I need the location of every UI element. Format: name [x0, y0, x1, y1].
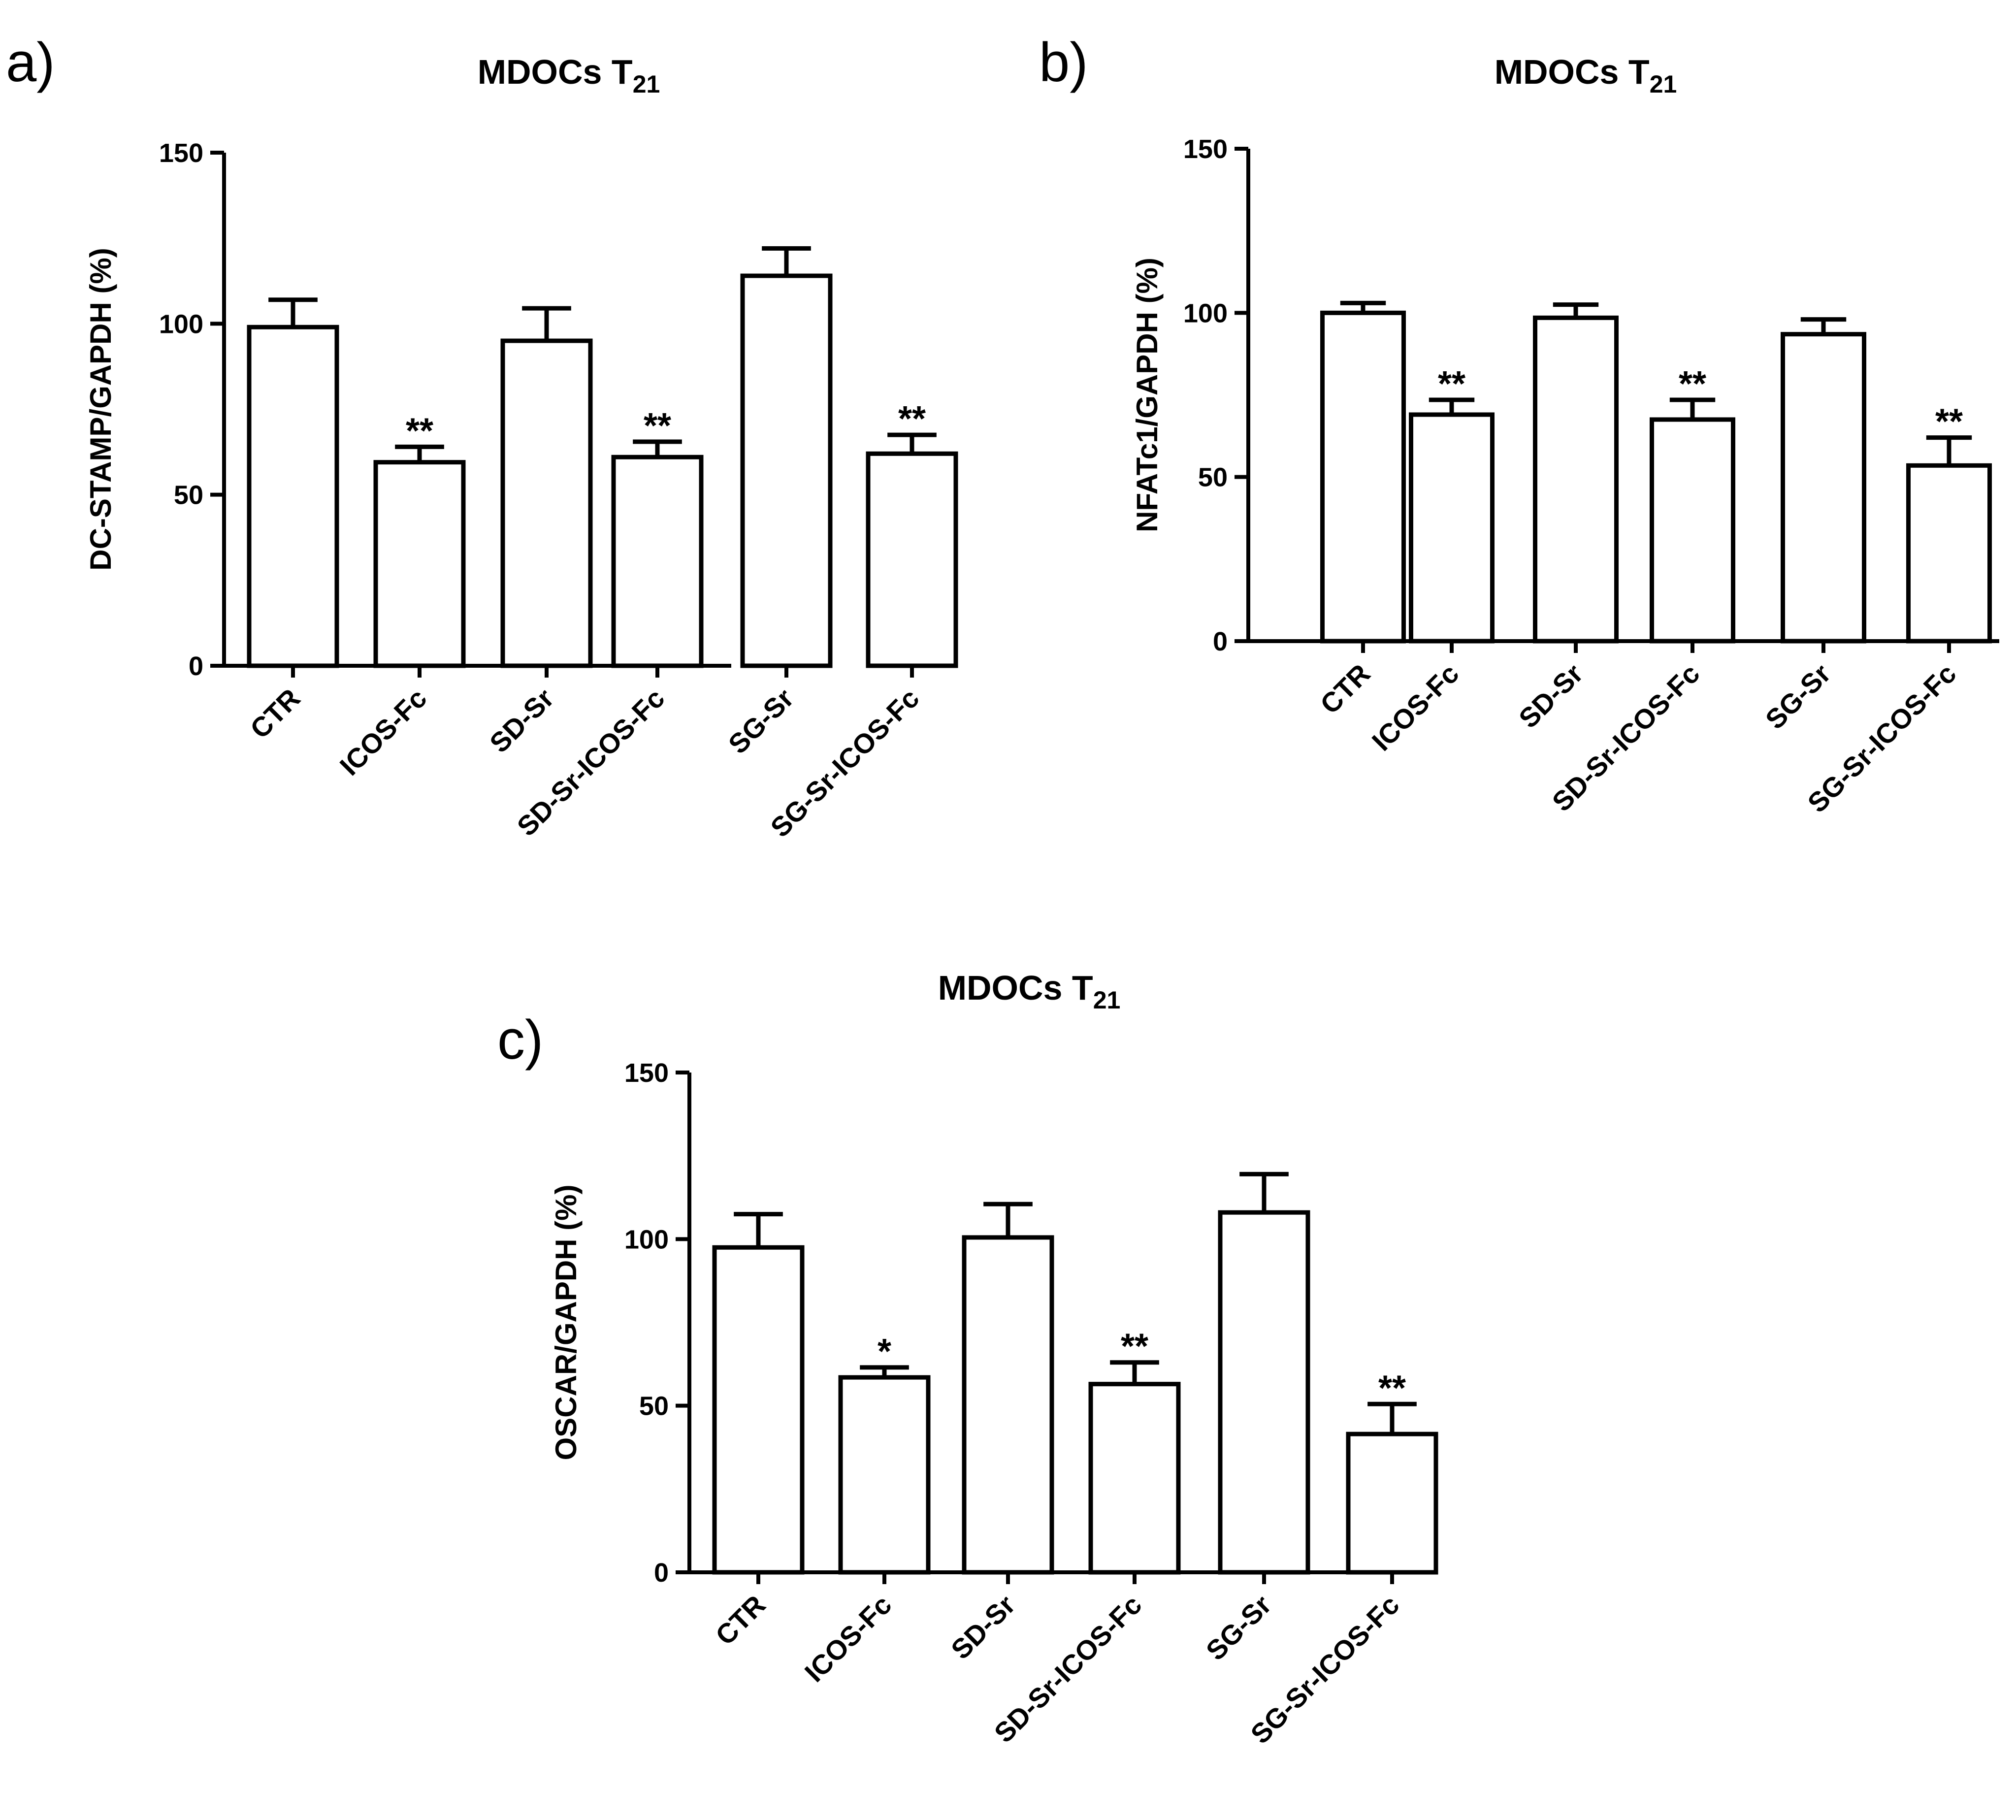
bar	[373, 460, 466, 668]
bar	[1218, 1210, 1310, 1575]
significance-marker: **	[898, 399, 926, 439]
y-tick-label: 150	[624, 1058, 669, 1088]
bar	[962, 1235, 1054, 1575]
category-label: ICOS-Fc	[334, 682, 433, 781]
category-label: ICOS-Fc	[1366, 658, 1465, 757]
category-label: CTR	[1314, 658, 1376, 720]
significance-marker: **	[406, 411, 433, 451]
bar	[838, 1375, 931, 1575]
category-label: CTR	[244, 682, 306, 745]
y-axis-label: NFATc1/GAPDH (%)	[1131, 258, 1164, 532]
bar	[247, 325, 339, 668]
significance-marker: **	[1679, 364, 1706, 404]
bar	[1533, 315, 1619, 644]
category-label: SD-Sr	[484, 682, 560, 759]
significance-marker: **	[1378, 1368, 1406, 1408]
category-label: SG-Sr	[722, 682, 800, 760]
y-tick-label: 100	[1183, 298, 1228, 328]
y-tick-label: 150	[1183, 134, 1228, 164]
bar	[1320, 310, 1406, 644]
y-tick-label: 0	[654, 1558, 669, 1588]
chart-title-main: MDOCs T	[1495, 53, 1650, 91]
bar	[866, 451, 958, 668]
bar	[1781, 332, 1866, 644]
category-label: ICOS-Fc	[799, 1589, 898, 1688]
y-axis-label: OSCAR/GAPDH (%)	[550, 1184, 583, 1460]
y-tick-label: 0	[1213, 627, 1228, 656]
category-label: CTR	[710, 1589, 772, 1651]
significance-marker: *	[878, 1332, 891, 1371]
bar	[1409, 412, 1495, 644]
category-label: SG-Sr	[1200, 1589, 1277, 1666]
chart-title-subscript: 21	[633, 70, 660, 98]
chart-title: MDOCs T21	[478, 53, 660, 98]
y-tick-label: 100	[159, 309, 203, 339]
bar	[611, 455, 704, 668]
bar	[1346, 1431, 1438, 1575]
bar	[740, 273, 833, 668]
panel-letter: c)	[497, 1009, 543, 1071]
category-label: SD-Sr	[945, 1589, 1021, 1665]
bar	[500, 338, 593, 668]
chart-panel-c: c) MDOCs T21 0 50 100 150 OSCAR/GAPDH (%) CTR * I…	[497, 969, 1438, 1750]
chart-title: MDOCs T21	[1495, 53, 1677, 98]
y-axis-label: DC-STAMP/GAPDH (%)	[84, 248, 117, 571]
chart-panel-a: a) MDOCs T21 0 50 100 150 DC-STAMP/GAPDH (%) CT…	[6, 32, 958, 843]
chart-title-subscript: 21	[1093, 986, 1121, 1014]
significance-marker: **	[1935, 402, 1963, 442]
y-tick-label: 50	[174, 481, 203, 510]
bar	[1906, 463, 1992, 644]
panel-letter: b)	[1039, 32, 1088, 93]
y-tick-label: 50	[639, 1392, 669, 1421]
bar	[1088, 1382, 1181, 1575]
significance-marker: **	[1121, 1327, 1148, 1366]
significance-marker: **	[644, 406, 671, 446]
chart-panel-b: b) MDOCs T21 0 50 100 150 NFATc1/GAPDH (%) CTR *…	[1039, 32, 1999, 818]
chart-title-main: MDOCs T	[478, 53, 633, 91]
bar	[1650, 417, 1735, 644]
panel-letter: a)	[6, 32, 55, 93]
y-tick-label: 150	[159, 138, 203, 168]
category-label: SG-Sr	[1759, 658, 1837, 735]
y-tick-label: 50	[1198, 463, 1228, 492]
chart-title-main: MDOCs T	[938, 969, 1093, 1007]
category-label: SD-Sr	[1513, 658, 1589, 734]
significance-marker: **	[1438, 364, 1465, 404]
chart-title-subscript: 21	[1650, 70, 1677, 98]
y-tick-label: 0	[189, 651, 203, 681]
bar	[712, 1245, 805, 1575]
chart-title: MDOCs T21	[938, 969, 1121, 1014]
y-tick-label: 100	[624, 1225, 669, 1254]
